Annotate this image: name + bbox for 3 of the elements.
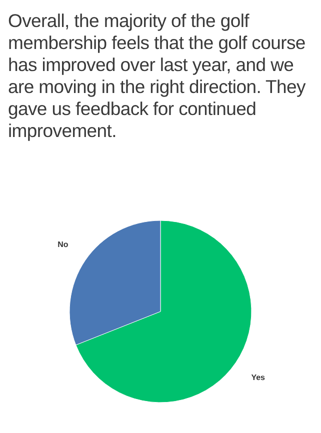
slice-label: No (58, 240, 68, 250)
slice-label: Yes (251, 372, 266, 382)
chart-title: Overall, the majority of the golf membership feels that the golf course has improved over last year, and we are moving in the right direction. They gave us feedback for continued improvement. (7, 9, 307, 143)
